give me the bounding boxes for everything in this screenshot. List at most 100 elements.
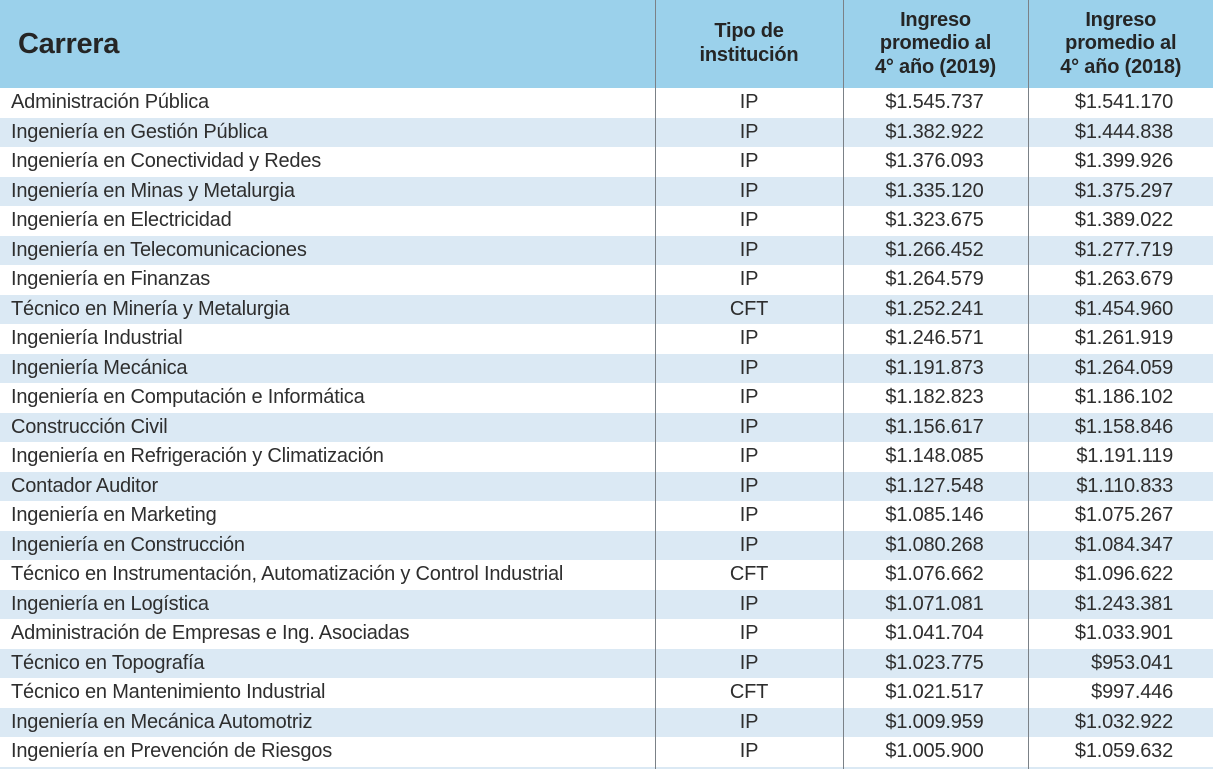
career-cell: Ingeniería en Electricidad [0,206,655,236]
income-2019-cell: $1.335.120 [842,176,1028,206]
header-line: promedio al [1065,32,1177,55]
income-2019-cell: $1.041.704 [842,619,1028,649]
income-2018-cell: $1.389.022 [1027,206,1213,236]
income-2019-cell: $1.182.823 [842,383,1028,413]
career-cell: Ingeniería en Mecánica Automotriz [0,707,655,737]
income-2018-cell: $1.186.102 [1027,383,1213,413]
income-2018-cell: $1.264.059 [1027,353,1213,383]
career-cell: Ingeniería en Minas y Metalurgia [0,176,655,206]
career-cell: Ingeniería en Computación e Informática [0,383,655,413]
income-2019-cell: $1.376.093 [842,147,1028,177]
income-2018-cell: $1.110.833 [1027,471,1213,501]
header-line: Ingreso [900,8,971,31]
career-cell: Ingeniería Industrial [0,324,655,354]
institution-type-cell: IP [654,353,843,383]
income-2018-cell: $1.032.922 [1027,707,1213,737]
career-cell: Ingeniería en Refrigeración y Climatizac… [0,442,655,472]
column-header-ingreso-2018: Ingreso promedio al 4° año (2018) [1027,0,1213,88]
institution-type-cell: IP [654,737,843,767]
table-row: Técnico en Minería y Metalurgia CFT $1.2… [0,294,1213,324]
career-cell: Administración Pública [0,88,655,118]
career-cell: Contador Auditor [0,471,655,501]
institution-type-cell: IP [654,707,843,737]
income-2019-cell: $1.156.617 [842,412,1028,442]
table-row: Ingeniería en Refrigeración y Climatizac… [0,442,1213,472]
institution-type-cell: IP [654,383,843,413]
career-cell: Ingeniería en Conectividad y Redes [0,147,655,177]
income-2018-cell: $1.075.267 [1027,501,1213,531]
income-2018-cell: $1.084.347 [1027,530,1213,560]
income-2018-cell: $1.096.622 [1027,560,1213,590]
income-2019-cell: $1.021.517 [842,678,1028,708]
income-2018-cell: $1.059.632 [1027,737,1213,767]
career-cell: Técnico en Mantenimiento Industrial [0,678,655,708]
income-2018-cell: $1.541.170 [1027,88,1213,118]
table-row: Técnico en Instrumentación, Automatizaci… [0,560,1213,590]
table-header: Carrera Tipo de institución Ingreso prom… [0,0,1213,88]
career-cell: Ingeniería en Construcción [0,530,655,560]
career-cell: Ingeniería Mecánica [0,353,655,383]
career-cell: Técnico en Topografía [0,648,655,678]
income-2018-cell: $1.454.960 [1027,294,1213,324]
institution-type-cell: IP [654,88,843,118]
income-2019-cell: $1.127.548 [842,471,1028,501]
income-2019-cell: $1.023.775 [842,648,1028,678]
column-header-ingreso-2019: Ingreso promedio al 4° año (2019) [842,0,1028,88]
institution-type-cell: IP [654,619,843,649]
career-cell: Ingeniería en Telecomunicaciones [0,235,655,265]
institution-type-cell: IP [654,471,843,501]
table-row: Ingeniería Industrial IP $1.246.571 $1.2… [0,324,1213,354]
institution-type-cell: IP [654,117,843,147]
income-2019-cell: $1.076.662 [842,560,1028,590]
institution-type-cell: IP [654,589,843,619]
table-body: Administración Pública IP $1.545.737 $1.… [0,88,1213,769]
income-2019-cell: $1.252.241 [842,294,1028,324]
institution-type-cell: CFT [654,560,843,590]
career-cell: Administración de Empresas e Ing. Asocia… [0,619,655,649]
header-line: Ingreso [1085,8,1157,31]
column-header-carrera: Carrera [0,0,655,88]
table-row: Administración Pública IP $1.545.737 $1.… [0,88,1213,118]
table-row: Ingeniería en Finanzas IP $1.264.579 $1.… [0,265,1213,295]
career-cell: Ingeniería en Prevención de Riesgos [0,737,655,767]
income-2018-cell: $997.446 [1027,678,1213,708]
institution-type-cell: IP [654,324,843,354]
income-2019-cell: $1.246.571 [842,324,1028,354]
income-2018-cell: $1.263.679 [1027,265,1213,295]
institution-type-cell: IP [654,501,843,531]
institution-type-cell: IP [654,206,843,236]
institution-type-cell: IP [654,412,843,442]
income-2018-cell: $1.277.719 [1027,235,1213,265]
table-row: Ingeniería en Logística IP $1.071.081 $1… [0,589,1213,619]
career-cell: Ingeniería en Finanzas [0,265,655,295]
header-line: Tipo de [714,20,784,43]
header-row: Carrera Tipo de institución Ingreso prom… [0,0,1213,88]
table-row: Ingeniería en Telecomunicaciones IP $1.2… [0,235,1213,265]
institution-type-cell: CFT [654,678,843,708]
table-row: Ingeniería en Prevención de Riesgos IP $… [0,737,1213,767]
institution-type-cell: IP [654,530,843,560]
table-row: Administración de Empresas e Ing. Asocia… [0,619,1213,649]
institution-type-cell: IP [654,442,843,472]
table-row: Técnico en Topografía IP $1.023.775 $953… [0,648,1213,678]
institution-type-cell: IP [654,648,843,678]
career-cell: Técnico en Minería y Metalurgia [0,294,655,324]
income-2018-cell: $1.444.838 [1027,117,1213,147]
income-2019-cell: $1.009.959 [842,707,1028,737]
income-2019-cell: $1.191.873 [842,353,1028,383]
header-line: 4° año (2018) [1060,55,1182,78]
career-cell: Técnico en Instrumentación, Automatizaci… [0,560,655,590]
career-cell: Ingeniería en Logística [0,589,655,619]
institution-type-cell: IP [654,176,843,206]
table-row: Ingeniería Mecánica IP $1.191.873 $1.264… [0,353,1213,383]
income-2019-cell: $1.148.085 [842,442,1028,472]
table-row: Ingeniería en Marketing IP $1.085.146 $1… [0,501,1213,531]
institution-type-cell: CFT [654,294,843,324]
table-row: Ingeniería en Mecánica Automotriz IP $1.… [0,707,1213,737]
table-row: Ingeniería en Electricidad IP $1.323.675… [0,206,1213,236]
income-2018-cell: $1.261.919 [1027,324,1213,354]
income-2018-cell: $1.191.119 [1027,442,1213,472]
table-row: Ingeniería en Gestión Pública IP $1.382.… [0,117,1213,147]
income-2019-cell: $1.080.268 [842,530,1028,560]
